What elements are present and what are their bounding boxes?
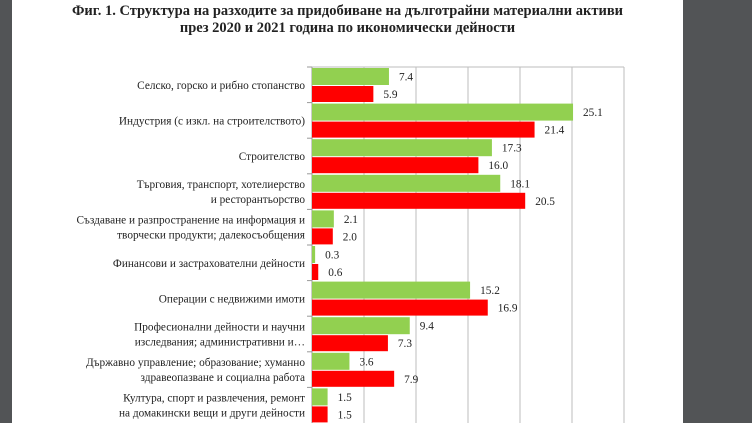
category-label-line: и ресторантьорство xyxy=(211,194,306,206)
data-label: 16.0 xyxy=(488,160,508,172)
category-label-line: здравеопазване и социална работа xyxy=(141,372,305,384)
category-label: Търговия, транспорт, хотелиерство и ресто… xyxy=(137,179,306,206)
bar xyxy=(312,335,388,352)
category-label-line: Търговия, транспорт, хотелиерство xyxy=(137,179,306,191)
data-label: 15.2 xyxy=(480,285,500,297)
data-label: 3.6 xyxy=(359,356,373,368)
category-label-line: Финансови и застрахователни дейности xyxy=(113,258,305,270)
category-label: Селско, горско и рибно стопанство xyxy=(137,80,305,92)
category-label: Култура, спорт и развлечения, ремонт на д… xyxy=(119,393,305,420)
data-label: 7.4 xyxy=(399,72,413,84)
bar xyxy=(312,370,395,387)
bar xyxy=(312,317,410,335)
data-label: 2.1 xyxy=(344,214,358,226)
category-label-line: на домакински вещи и други дейности xyxy=(119,408,305,420)
data-label: 17.3 xyxy=(502,143,522,155)
category-label-line: Професионални дейности и научни xyxy=(134,322,305,334)
category-label: Финансови и застрахователни дейности xyxy=(113,258,305,270)
category-label-line: Държавно управление; образование; хуманн… xyxy=(86,357,305,369)
bar xyxy=(312,406,328,423)
bar xyxy=(312,210,334,228)
data-label: 16.9 xyxy=(498,303,518,315)
category-label-line: Създаване и разпространение на информаци… xyxy=(76,215,305,227)
data-label: 1.5 xyxy=(338,392,352,404)
bar xyxy=(312,388,328,406)
bar xyxy=(312,174,501,192)
bar xyxy=(312,121,535,138)
data-label: 2.0 xyxy=(343,231,357,243)
data-label: 18.1 xyxy=(510,178,530,190)
category-label: Операции с недвижими имоти xyxy=(159,293,305,305)
bar xyxy=(312,299,488,316)
bar xyxy=(312,68,389,85)
data-label: 1.5 xyxy=(338,409,352,421)
data-label: 7.9 xyxy=(404,374,418,386)
bar xyxy=(312,157,479,174)
category-label-line: Индустрия (с изкл. на строителството) xyxy=(119,115,305,127)
chart-title-line-2: през 2020 и 2021 година по икономически … xyxy=(179,20,516,36)
data-label: 0.3 xyxy=(325,250,339,262)
bar xyxy=(312,246,316,263)
chart-title: Фиг. 1. Структура на разходите за придоб… xyxy=(12,3,683,37)
data-label: 0.6 xyxy=(328,267,342,279)
data-label: 5.9 xyxy=(383,89,397,101)
data-label: 25.1 xyxy=(583,107,603,119)
bar xyxy=(312,192,526,209)
category-label-line: изследвания; административни и… xyxy=(135,337,305,349)
data-label: 9.4 xyxy=(420,321,434,333)
bar xyxy=(312,86,374,102)
data-label: 20.5 xyxy=(535,196,555,208)
data-label: 7.3 xyxy=(398,338,412,350)
category-label-line: Култура, спорт и развлечения, ремонт xyxy=(123,393,305,405)
bar xyxy=(312,264,319,280)
category-label: Индустрия (с изкл. на строителството) xyxy=(119,115,305,127)
category-label-line: Строителство xyxy=(239,151,306,163)
category-label: Създаване и разпространение на информаци… xyxy=(76,215,305,242)
chart-title-line-1: Фиг. 1. Структура на разходите за придоб… xyxy=(71,3,624,19)
bar xyxy=(312,228,333,245)
category-label: Професионални дейности и научни изследван… xyxy=(134,322,305,349)
category-label-line: Селско, горско и рибно стопанство xyxy=(137,80,305,92)
category-label: Държавно управление; образование; хуманн… xyxy=(86,357,305,384)
bar xyxy=(312,139,492,157)
bar xyxy=(312,103,574,121)
data-label: 21.4 xyxy=(545,125,565,137)
category-label-line: Операции с недвижими имоти xyxy=(159,293,305,305)
category-label: Строителство xyxy=(239,151,306,163)
category-label-line: творчески продукти; далекосъобщения xyxy=(117,230,305,242)
bar xyxy=(312,281,471,299)
bar xyxy=(312,352,350,370)
